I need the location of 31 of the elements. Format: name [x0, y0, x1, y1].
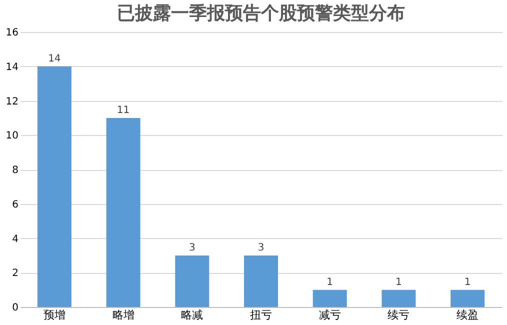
data-label: 3	[258, 242, 264, 254]
y-tick-label: 10	[6, 130, 18, 142]
x-tick-label: 略减	[181, 308, 204, 322]
y-tick-label: 14	[6, 62, 18, 73]
bar	[37, 66, 72, 307]
y-tick-label: 6	[12, 199, 18, 210]
x-tick-label: 续亏	[388, 308, 410, 322]
x-tick-label: 略增	[112, 308, 134, 322]
bar	[450, 290, 485, 307]
y-tick-label: 8	[12, 165, 18, 176]
data-label: 1	[326, 276, 334, 288]
data-label: 1	[396, 276, 402, 288]
x-tick-label: 减亏	[318, 308, 341, 322]
data-label: 1	[464, 276, 471, 288]
chart-title: 已披露一季报预告个股预警类型分布	[117, 3, 405, 24]
bar	[175, 255, 210, 307]
bar	[382, 290, 416, 307]
y-tick-label: 0	[12, 302, 18, 314]
bar	[244, 255, 278, 307]
bar	[312, 290, 347, 307]
data-label: 3	[188, 242, 196, 254]
y-tick-label: 2	[12, 268, 18, 280]
y-tick-label: 12	[6, 96, 18, 108]
data-label: 11	[116, 104, 130, 116]
y-tick-label: 4	[12, 234, 18, 245]
bar	[106, 118, 140, 307]
data-label: 14	[48, 53, 61, 64]
x-tick-label: 续盈	[456, 308, 479, 322]
x-tick-label: 预增	[43, 308, 66, 322]
y-tick-label: 16	[6, 28, 18, 38]
x-tick-label: 扭亏	[250, 308, 272, 322]
